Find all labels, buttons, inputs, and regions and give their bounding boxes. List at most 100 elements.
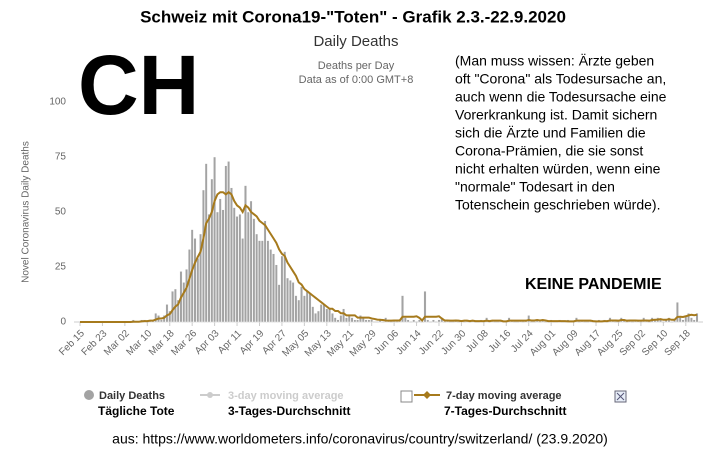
- bar: [232, 207, 236, 323]
- bar: [339, 315, 343, 323]
- comment-line: (Man muss wissen: Ärzte geben: [455, 53, 654, 69]
- legend-label: 3-day moving average: [228, 390, 344, 402]
- bar: [258, 240, 261, 323]
- bar: [687, 313, 690, 323]
- bar: [681, 319, 685, 323]
- bar: [154, 313, 158, 323]
- bar: [350, 317, 354, 323]
- bar: [176, 299, 180, 323]
- legend-label: 7-day moving average: [446, 390, 562, 402]
- bar: [171, 291, 174, 323]
- bar: [356, 319, 360, 323]
- legend-marker: [207, 392, 213, 398]
- y-tick-label: 75: [55, 152, 67, 163]
- bar: [364, 319, 368, 323]
- legend-translation: 3-Tages-Durchschnitt: [228, 404, 350, 418]
- bar: [689, 317, 693, 323]
- bar: [353, 319, 357, 323]
- bar: [187, 249, 191, 323]
- bar: [437, 319, 441, 323]
- comment-line: Vorerkrankung ist. Damit sichern: [455, 107, 657, 123]
- bar: [235, 216, 239, 323]
- bar: [342, 308, 346, 323]
- moving-average-line: [80, 190, 698, 323]
- bar: [692, 319, 696, 323]
- bar: [277, 284, 281, 323]
- chart-title: Schweiz mit Corona19-"Toten" - Grafik 2.…: [140, 7, 566, 26]
- checkbox[interactable]: [400, 390, 413, 403]
- bar: [274, 264, 278, 323]
- bar: [182, 282, 186, 323]
- bar: [252, 218, 256, 323]
- bar: [207, 213, 211, 323]
- bar: [249, 200, 253, 323]
- bar: [227, 161, 231, 323]
- bar: [331, 313, 334, 323]
- bar: [263, 220, 267, 323]
- bar: [224, 165, 228, 323]
- source: aus: https://www.worldometers.info/coron…: [112, 431, 608, 447]
- bar: [325, 308, 329, 323]
- bar: [269, 249, 273, 323]
- chart-subtitle: Daily Deaths: [313, 33, 398, 50]
- bar: [168, 310, 172, 323]
- bar: [286, 277, 289, 323]
- bar: [359, 315, 362, 323]
- bar: [193, 238, 197, 323]
- comment-line: "normale" Todesart in den: [455, 179, 615, 195]
- legend-translation: 7-Tages-Durchschnitt: [444, 404, 566, 418]
- bar: [159, 319, 163, 323]
- bar: [300, 286, 303, 323]
- bar: [230, 187, 233, 323]
- bar: [319, 304, 323, 323]
- bar: [406, 319, 410, 323]
- bar: [527, 315, 531, 323]
- bar: [199, 233, 202, 323]
- bar: [316, 310, 320, 323]
- bar: [297, 299, 301, 323]
- bar: [311, 306, 315, 323]
- bar: [308, 293, 312, 323]
- checkbox-pattern: [616, 392, 625, 401]
- bar: [367, 319, 371, 323]
- note: Data as of 0:00 GMT+8: [299, 74, 414, 86]
- comment-line: oft "Corona" als Todesursache an,: [455, 71, 666, 87]
- comment-line: sich die Ärzte und Familien die: [455, 125, 646, 141]
- bar: [221, 209, 225, 323]
- y-tick-label: 100: [49, 97, 66, 108]
- bar: [423, 291, 427, 323]
- bar: [238, 213, 242, 323]
- legend-label: Daily Deaths: [99, 390, 165, 402]
- bar: [678, 317, 682, 323]
- bar: [291, 282, 295, 323]
- bar: [345, 317, 348, 323]
- bar: [165, 304, 169, 323]
- legend-marker: [84, 390, 94, 400]
- bar: [272, 253, 275, 323]
- legend-translation: Tägliche Tote: [98, 404, 175, 418]
- bar: [370, 319, 374, 323]
- bar: [314, 313, 317, 323]
- y-axis-label: Novel Coronavirus Daily Deaths: [21, 141, 32, 283]
- bar: [266, 240, 270, 323]
- bar: [244, 185, 247, 323]
- bar: [255, 233, 259, 323]
- bar: [336, 319, 340, 323]
- bar: [426, 319, 430, 323]
- bar: [431, 319, 435, 323]
- bar: [417, 319, 421, 323]
- bar: [201, 189, 205, 323]
- y-tick-label: 0: [60, 317, 66, 328]
- bar: [210, 178, 214, 323]
- bar: [288, 280, 292, 323]
- bar: [204, 163, 208, 323]
- comment-line: nicht erhalten würden, wenn eine: [455, 161, 661, 177]
- bar: [213, 156, 217, 323]
- bar: [675, 302, 679, 323]
- bar: [333, 317, 337, 323]
- note: Deaths per Day: [318, 60, 395, 72]
- bar: [302, 295, 306, 323]
- bar: [283, 251, 287, 323]
